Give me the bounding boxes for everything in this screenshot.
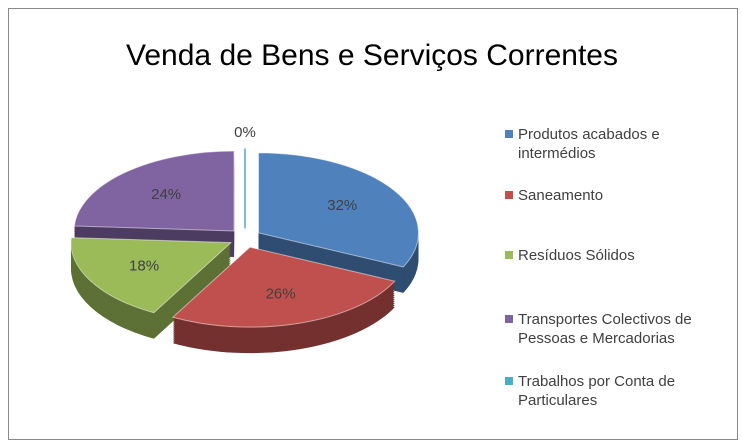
legend-label: Resíduos Sólidos [518,247,635,264]
legend-swatch [505,251,513,259]
data-label: 18% [129,257,159,274]
chart-title: Venda de Bens e Serviços Correntes [126,39,618,72]
legend-label: Transportes Colectivos de Pessoas e Merc… [518,311,692,347]
legend-label: Saneamento [518,187,604,204]
legend-label: Trabalhos por Conta de Particulares [518,373,676,409]
data-label: 0% [234,124,256,141]
slice [171,246,396,328]
slice [73,150,235,232]
slice [258,152,419,268]
legend-swatch [505,377,513,385]
legend-label: Produtos acabados e intermédios [518,126,660,162]
data-label: 32% [327,197,357,214]
legend-entry: Saneamento [505,186,723,205]
legend-entry: Transportes Colectivos de Pessoas e Merc… [505,310,723,348]
legend-entry: Produtos acabados e intermédios [505,125,723,163]
slice [70,237,233,314]
legend-entry: Resíduos Sólidos [505,246,723,265]
legend-entry: Trabalhos por Conta de Particulares [505,372,723,410]
data-label: 24% [151,186,181,203]
legend-swatch [505,315,513,323]
data-label: 26% [266,285,296,302]
legend-swatch [505,130,513,138]
legend-swatch [505,191,513,199]
